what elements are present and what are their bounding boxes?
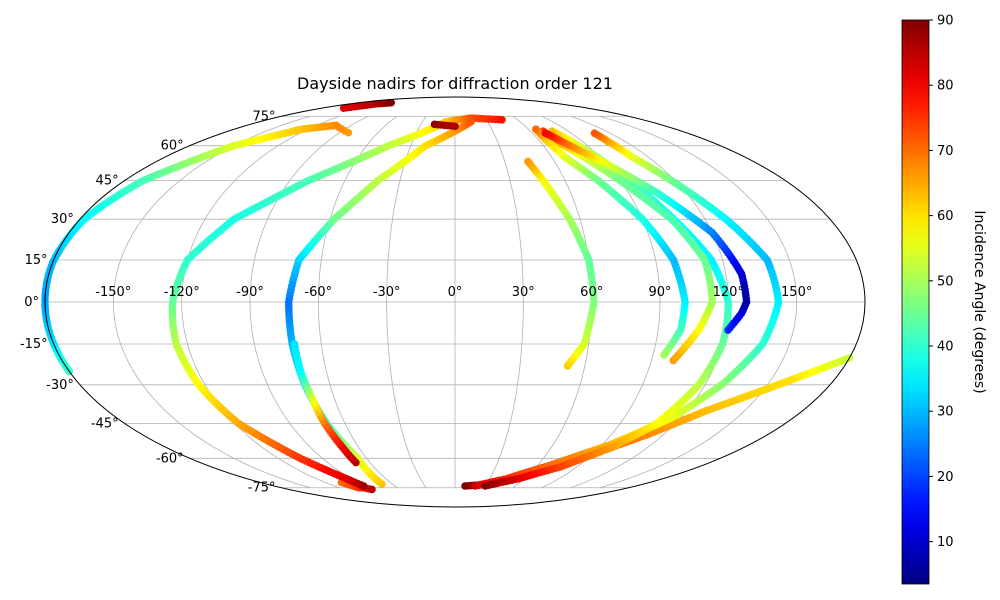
data-points [41,98,854,494]
colorbar-tick-label: 20 [937,470,954,485]
colorbar-ticks: 10 20 30 40 50 60 70 80 90 [929,14,954,550]
longitude-tick-label: 120° [713,285,744,300]
latitude-tick-label: 0° [24,295,39,310]
latitude-tick-label: -60° [156,451,184,466]
colorbar-tick-label: 60 [937,209,954,224]
longitude-tick-label: -30° [373,285,401,300]
colorbar-tick-label: 70 [937,144,954,159]
latitude-tick-label: 15° [25,253,48,268]
colorbar-tick-label: 10 [937,535,954,550]
latitude-tick-labels: -75° -60° -45° -30° -15° 0° 15° 30° 45° 60° 75° [20,109,276,495]
chart-title: Dayside nadirs for diffraction order 121 [297,74,613,93]
longitude-tick-label: 30° [512,285,535,300]
colorbar-tick-label: 30 [937,405,954,420]
data-point [451,122,459,131]
map-plot-area: -150° -120° -90° -60° -30° 0° 30° 60° 90° 120° 150… [20,96,866,508]
colorbar-gradient [901,19,930,585]
latitude-tick-label: -45° [91,416,119,431]
longitude-tick-label: 90° [648,285,671,300]
data-point [532,125,540,133]
latitude-tick-label: -75° [248,481,276,496]
data-point [590,129,599,137]
colorbar-tick-label: 50 [937,274,954,289]
longitude-tick-label: -60° [304,285,332,300]
colorbar-tick-label: 90 [937,14,954,29]
colorbar-tick-label: 80 [937,79,954,94]
data-point [498,115,506,124]
longitude-tick-label: -120° [164,285,200,300]
latitude-tick-label: -15° [20,337,48,352]
longitude-tick-label: -90° [236,285,264,300]
colorbar: 10 20 30 40 50 60 70 80 90 Incidence Angle (degr… [901,14,987,585]
data-point [368,485,376,494]
map-frame [44,96,866,508]
longitude-tick-label: -150° [95,285,131,300]
longitude-tick-label: 0° [448,285,463,300]
colorbar-tick-label: 40 [937,340,954,355]
longitude-tick-label: 150° [781,285,812,300]
latitude-tick-label: -30° [46,378,74,393]
longitude-tick-label: 60° [580,285,603,300]
data-point [387,98,396,107]
latitude-tick-label: 30° [51,212,74,227]
latitude-tick-label: 45° [96,174,119,189]
longitude-tick-labels: -150° -120° -90° -60° -30° 0° 30° 60° 90° 120° 150… [95,285,812,300]
latitude-tick-label: 60° [161,139,184,154]
latitude-tick-label: 75° [252,109,275,124]
data-point [541,129,550,137]
colorbar-label: Incidence Angle (degrees) [971,210,987,393]
data-point [524,157,532,166]
data-point [467,117,476,126]
data-point [290,340,299,348]
